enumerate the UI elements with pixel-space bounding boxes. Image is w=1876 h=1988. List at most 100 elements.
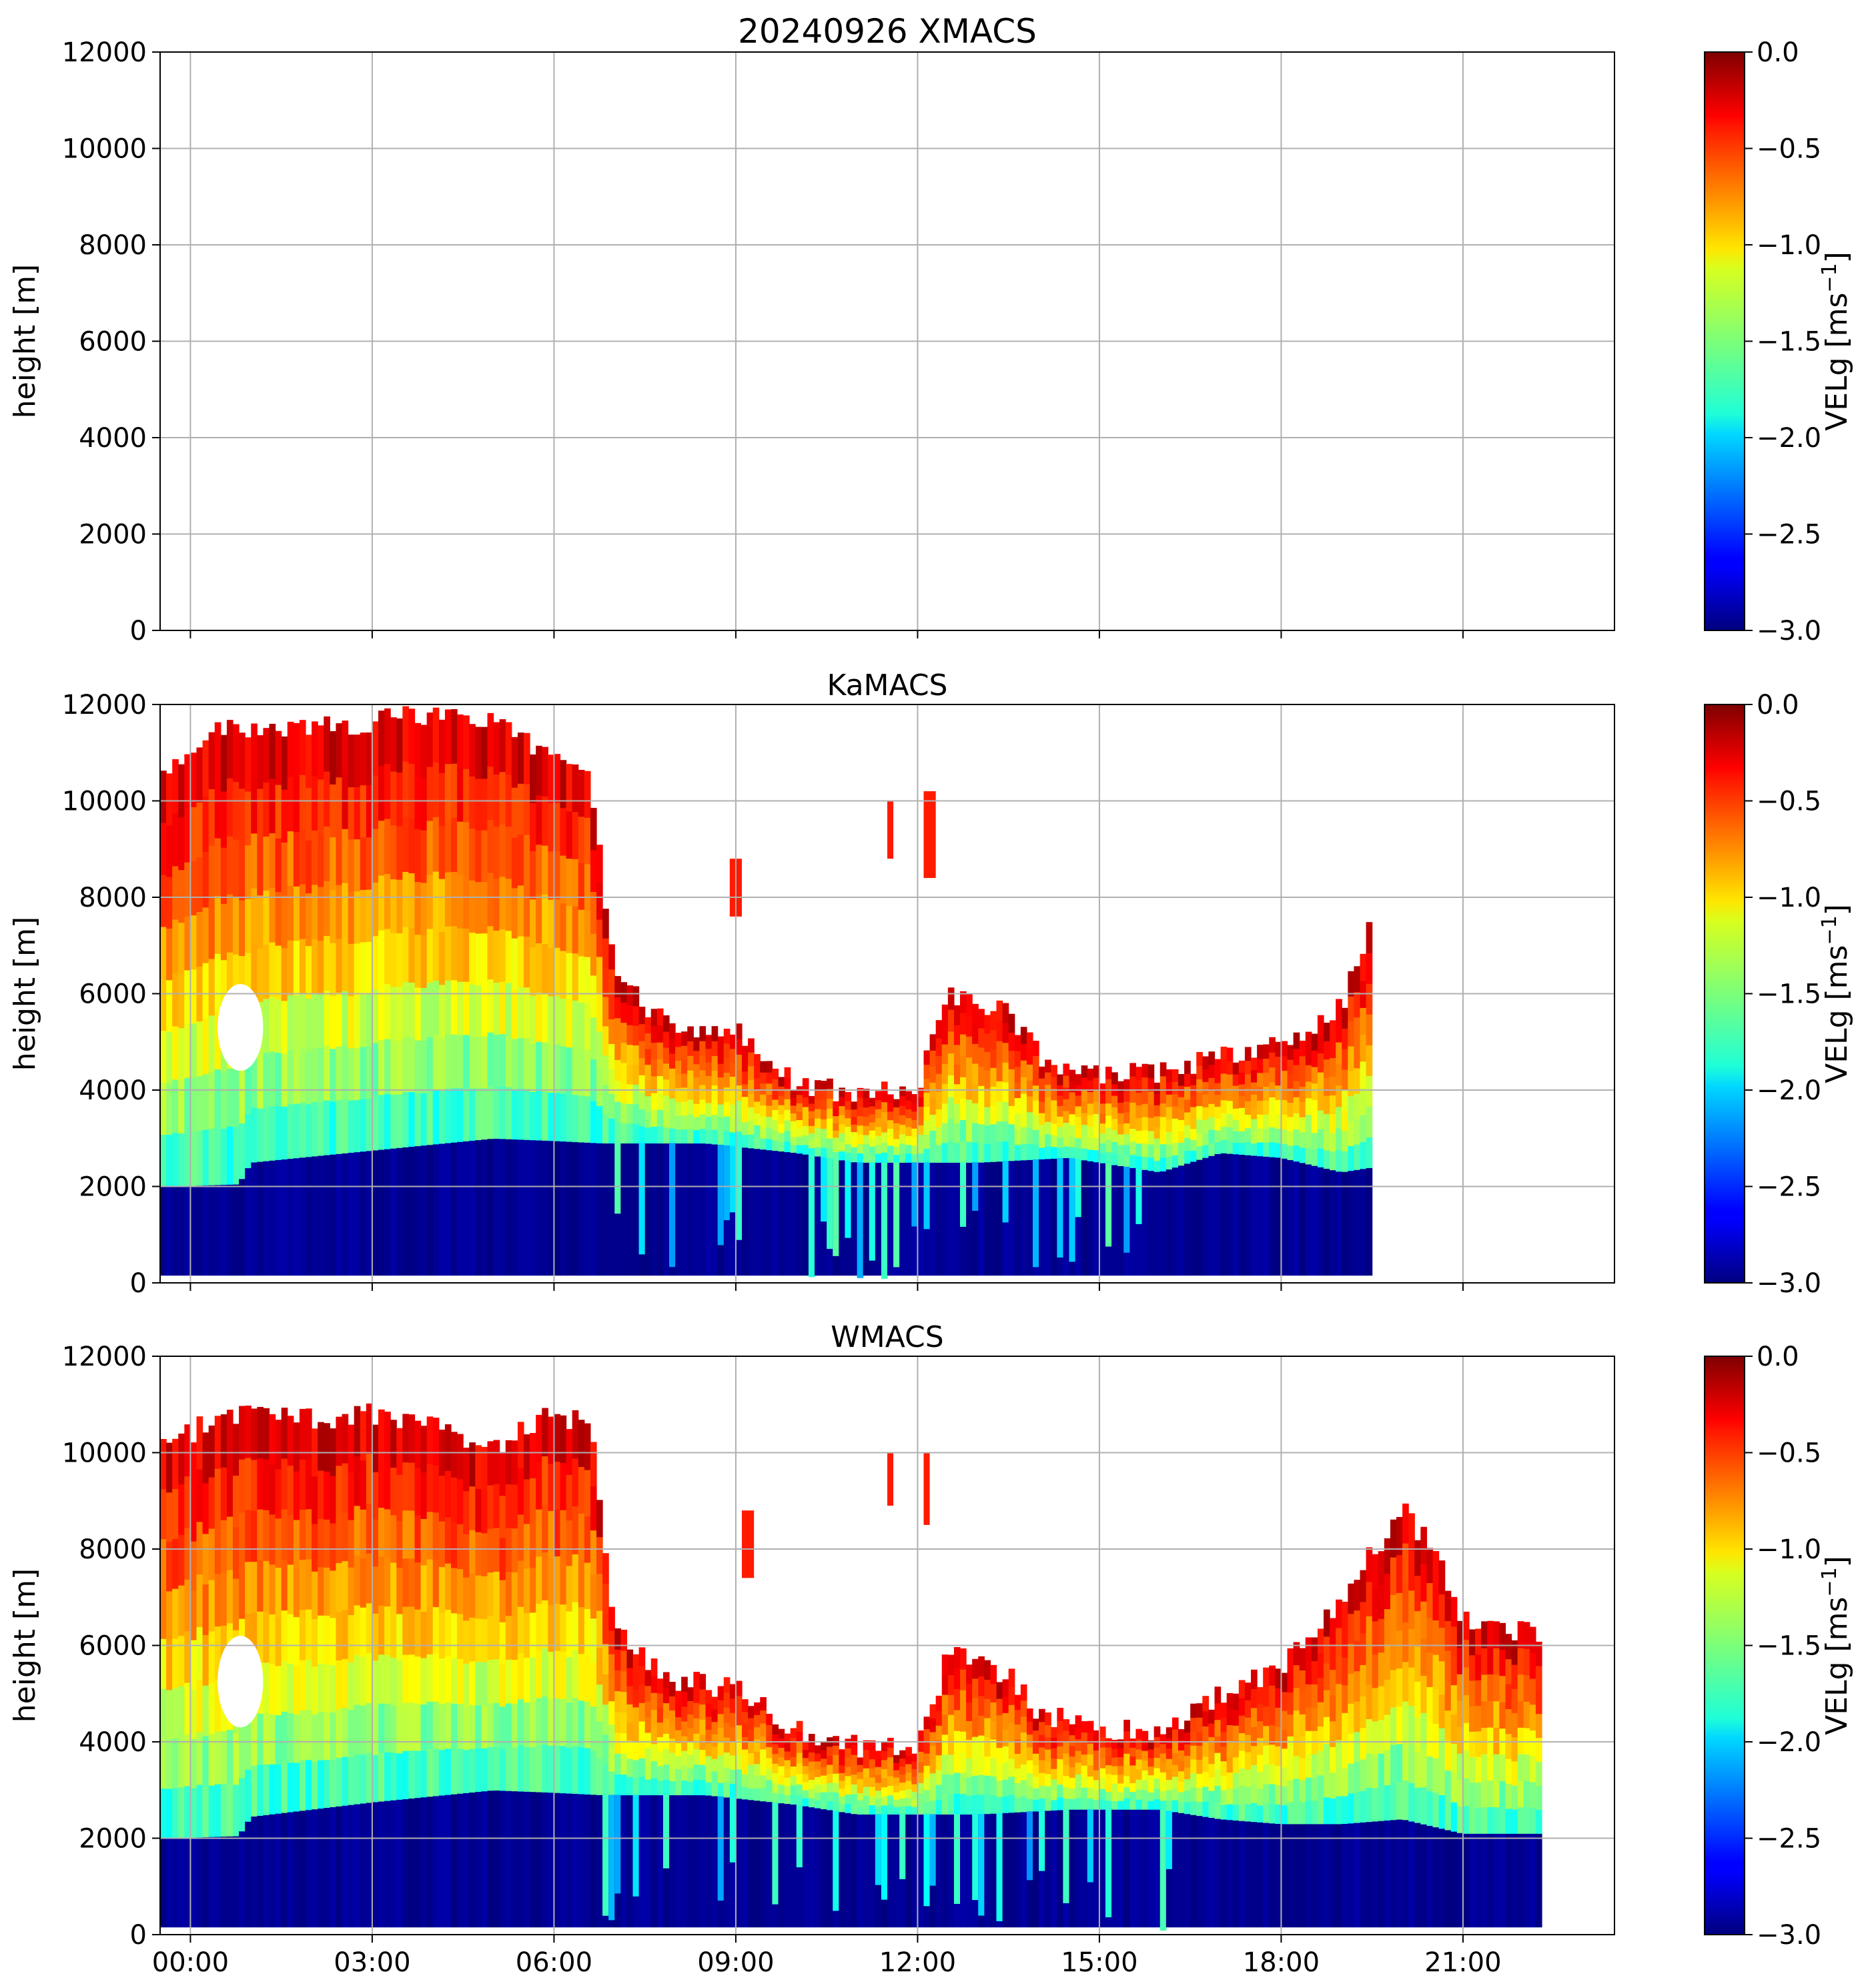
cloud-cell: [802, 1106, 809, 1117]
cloud-cell: [857, 1765, 864, 1773]
cloud-cell: [711, 1026, 719, 1041]
rain-column: [220, 1836, 227, 1928]
cloud-cell: [348, 1709, 355, 1758]
cloud-cell: [815, 1769, 821, 1777]
cloud-cell: [815, 1146, 821, 1157]
cloud-cell: [1269, 1665, 1276, 1686]
cloud-cell: [463, 1034, 470, 1089]
cloud-cell: [1342, 1795, 1348, 1825]
cloud-cell: [1196, 1132, 1203, 1147]
rain-column: [1196, 1159, 1203, 1276]
cloud-cell: [172, 919, 179, 973]
cloud-cell: [833, 1101, 839, 1109]
cloud-cell: [1220, 1099, 1228, 1114]
cloud-cell: [196, 1679, 203, 1732]
cloud-cell: [542, 1041, 548, 1092]
cloud-cell: [517, 732, 524, 784]
cloud-cell: [505, 826, 512, 879]
cloud-cell: [723, 1736, 731, 1753]
rain-column: [1075, 1809, 1082, 1928]
cloud-cell: [396, 879, 403, 934]
rain-column: [536, 1139, 542, 1276]
cloud-cell: [299, 1408, 306, 1460]
cloud-cell: [772, 1068, 779, 1079]
cloud-cell: [590, 1618, 597, 1663]
cloud-cell: [1075, 1774, 1082, 1787]
cloud-cell: [929, 1773, 937, 1787]
y-axis-label: height [m]: [8, 917, 42, 1071]
cloud-cell: [748, 1788, 755, 1801]
cloud-cell: [699, 1779, 707, 1796]
cloud-cell: [360, 1509, 367, 1559]
cloud-cell: [1275, 1085, 1282, 1100]
cloud-cell: [1117, 1113, 1124, 1124]
cloud-cell: [396, 1428, 403, 1475]
rain-column: [1438, 1828, 1446, 1928]
cloud-cell: [1475, 1807, 1482, 1834]
cloud-cell: [1269, 1685, 1276, 1706]
cloud-cell: [1214, 1082, 1222, 1095]
cloud-cell: [1408, 1552, 1415, 1591]
cloud-cell: [1226, 1074, 1234, 1088]
cloud-cell: [1336, 1767, 1342, 1797]
cloud-cell: [287, 1762, 294, 1813]
cloud-cell: [511, 1659, 518, 1704]
cloud-cell: [1208, 1777, 1216, 1791]
cloud-cell: [784, 1067, 791, 1079]
cloud-cell: [953, 1103, 961, 1124]
cloud-cell: [196, 1416, 203, 1470]
cloud-cell: [941, 1734, 949, 1755]
cloud-cell: [839, 1765, 846, 1773]
rain-column: [669, 1795, 676, 1928]
cloud-cell: [935, 1055, 943, 1074]
cloud-cell: [160, 874, 167, 927]
cloud-cell: [656, 1126, 664, 1144]
cloud-cell: [299, 1609, 306, 1660]
cloud-cell: [1033, 1129, 1039, 1145]
cloud-cell: [1081, 1787, 1088, 1799]
cloud-cell: [729, 1726, 737, 1742]
rain-column: [560, 1793, 567, 1928]
cloud-cell: [723, 1087, 731, 1102]
rain-column: [1111, 1164, 1118, 1276]
cloud-cell: [578, 1002, 585, 1050]
rain-column: [257, 1815, 264, 1928]
cloud-cell: [572, 811, 579, 859]
cloud-cell: [542, 1091, 548, 1141]
cloud-cell: [815, 1761, 821, 1769]
cloud-cell: [1020, 1716, 1027, 1733]
cloud-cell: [190, 1077, 197, 1132]
cloud-cell: [899, 1124, 906, 1135]
cloud-cell: [1287, 1131, 1294, 1146]
cloud-cell: [845, 1794, 852, 1804]
cloud-cell: [1372, 1754, 1379, 1789]
cloud-cell: [650, 1675, 658, 1693]
cloud-cell: [444, 1563, 452, 1610]
rain-column: [360, 1151, 367, 1276]
cloud-cell: [1257, 1720, 1264, 1738]
cloud-cell: [772, 1753, 779, 1764]
cloud-cell: [990, 1757, 997, 1777]
cloud-cell: [596, 1105, 603, 1143]
cloud-cell: [1093, 1799, 1100, 1810]
cloud-cell: [1171, 1118, 1179, 1131]
cloud-cell: [214, 1011, 221, 1070]
cloud-cell: [1378, 1652, 1385, 1686]
cloud-cell: [662, 1047, 670, 1064]
cloud-cell: [917, 1761, 925, 1773]
cloud-cell: [687, 1727, 694, 1742]
cloud-cell: [881, 1121, 888, 1133]
cloud-cell: [681, 1059, 688, 1074]
cloud-cell: [638, 1007, 646, 1025]
cloud-cell: [1159, 1143, 1167, 1158]
cloud-cell: [1238, 1750, 1246, 1769]
cloud-cell: [190, 1541, 197, 1591]
cloud-cell: [554, 802, 561, 851]
cloud-cell: [469, 1036, 476, 1089]
cloud-cell: [299, 1710, 306, 1761]
cloud-cell: [851, 1124, 858, 1133]
rain-column: [650, 1143, 658, 1276]
rain-column: [226, 1184, 233, 1276]
cloud-cell: [330, 943, 337, 996]
cloud-cell: [160, 978, 167, 1031]
